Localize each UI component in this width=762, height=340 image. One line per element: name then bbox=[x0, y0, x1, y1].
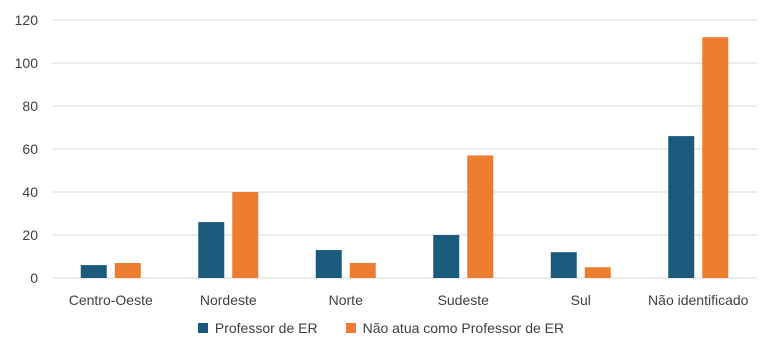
bar bbox=[114, 262, 141, 278]
y-tick-label: 80 bbox=[22, 98, 38, 114]
x-tick-label: Norte bbox=[329, 292, 363, 308]
legend-item-nao-atua: Não atua como Professor de ER bbox=[345, 320, 565, 336]
legend-swatch-series-2 bbox=[345, 323, 356, 333]
bar bbox=[80, 265, 107, 278]
bar bbox=[550, 252, 577, 278]
bar bbox=[315, 250, 342, 278]
legend-label-series-1: Professor de ER bbox=[214, 320, 318, 336]
legend-swatch-series-1 bbox=[197, 323, 208, 333]
bar bbox=[702, 37, 729, 279]
y-tick-label: 0 bbox=[30, 270, 38, 286]
y-tick-label: 60 bbox=[22, 141, 38, 157]
x-tick-label: Sudeste bbox=[438, 292, 490, 308]
x-tick-label: Centro-Oeste bbox=[69, 292, 153, 308]
chart-legend: Professor de ER Não atua como Professor … bbox=[0, 318, 762, 338]
y-tick-label: 40 bbox=[22, 184, 38, 200]
bar bbox=[232, 192, 259, 278]
legend-item-professor-de-er: Professor de ER bbox=[197, 320, 318, 336]
bar bbox=[433, 235, 460, 278]
legend-label-series-2: Não atua como Professor de ER bbox=[362, 320, 565, 336]
y-tick-label: 100 bbox=[15, 55, 39, 71]
x-tick-label: Sul bbox=[571, 292, 591, 308]
y-tick-label: 20 bbox=[22, 227, 38, 243]
bar bbox=[198, 222, 225, 278]
x-tick-label: Não identificado bbox=[648, 292, 749, 308]
bar bbox=[349, 262, 376, 278]
x-tick-label: Nordeste bbox=[200, 292, 257, 308]
bar bbox=[668, 136, 695, 278]
y-tick-label: 120 bbox=[15, 12, 39, 28]
bar bbox=[584, 267, 611, 278]
bar bbox=[467, 155, 494, 278]
